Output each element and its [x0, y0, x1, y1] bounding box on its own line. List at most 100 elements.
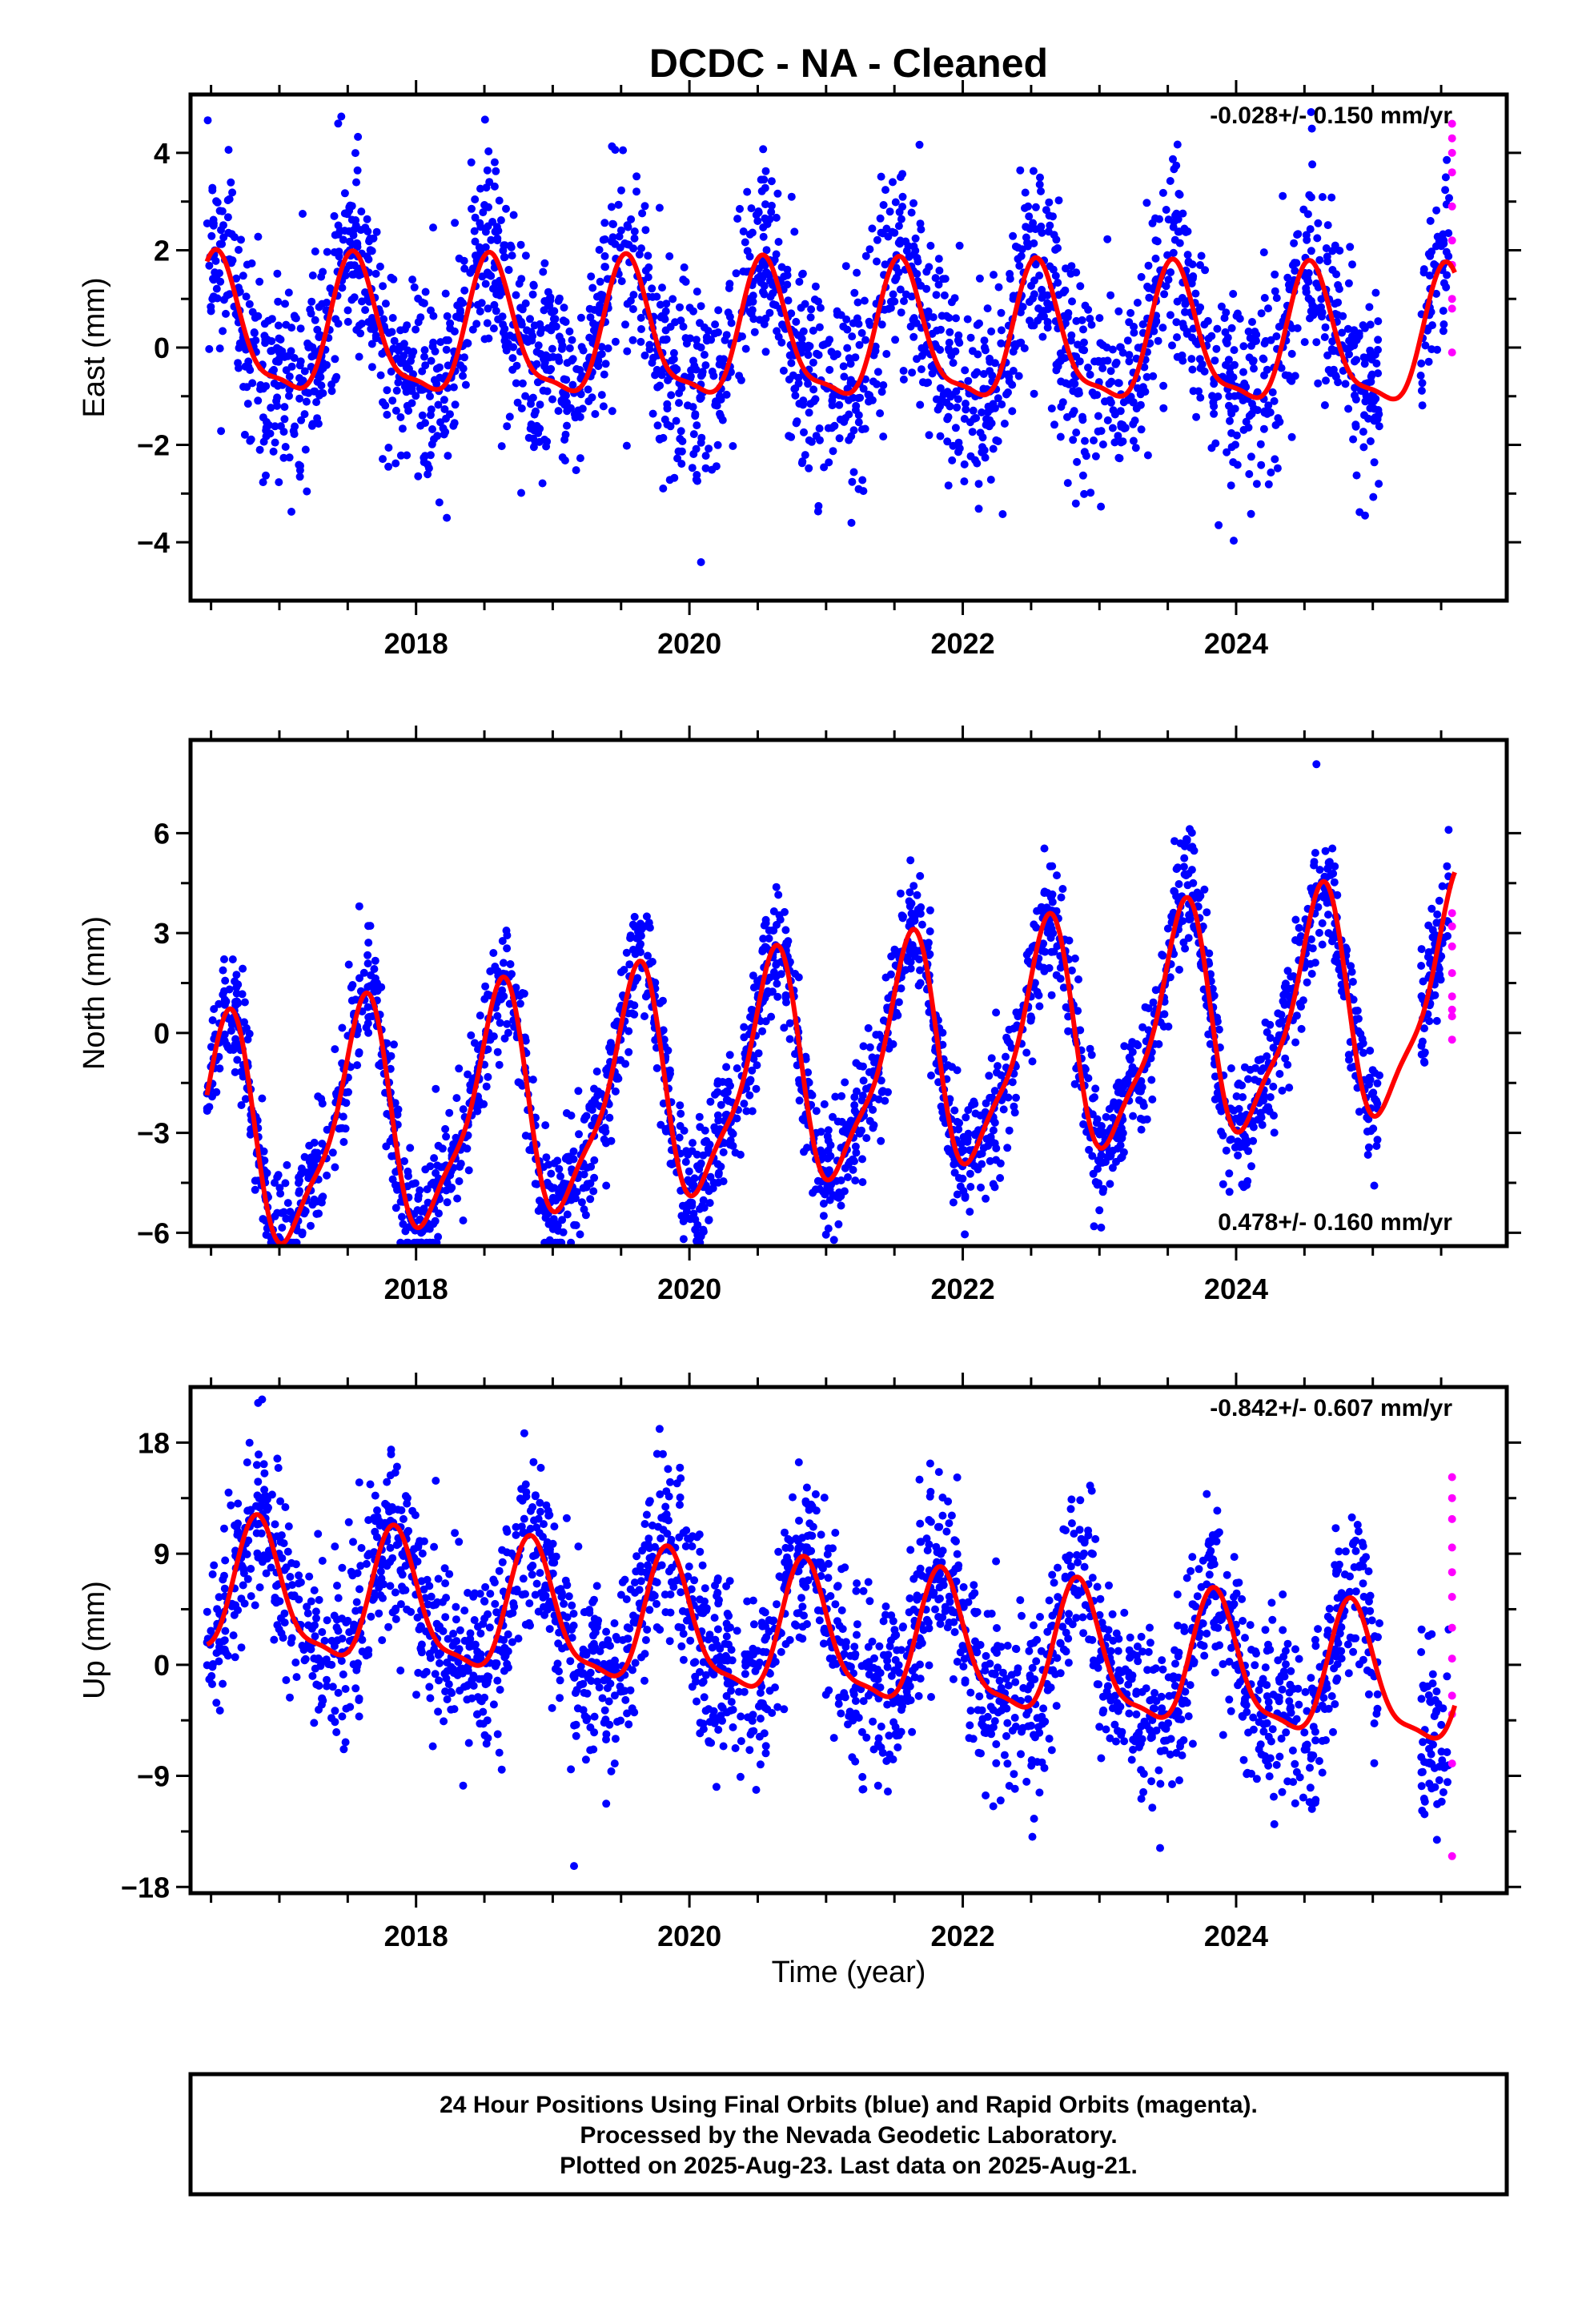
final-point [1181, 308, 1189, 316]
final-point [347, 996, 356, 1005]
final-point [262, 471, 270, 480]
final-point [989, 444, 998, 453]
final-point [590, 1084, 598, 1093]
final-point [281, 443, 290, 451]
final-point [949, 1198, 958, 1207]
final-point [1437, 952, 1446, 961]
final-point [1063, 313, 1072, 321]
final-point [554, 296, 563, 305]
final-point [1151, 214, 1159, 223]
final-point [966, 1169, 974, 1178]
final-point [1428, 933, 1437, 942]
final-point [1182, 328, 1191, 336]
final-point [280, 352, 289, 361]
final-point [608, 407, 616, 416]
final-point [240, 998, 249, 1007]
final-point [215, 999, 223, 1008]
final-point [785, 1035, 794, 1043]
final-point [716, 355, 725, 364]
final-point [297, 416, 306, 424]
final-point [691, 410, 700, 419]
y-tick-label: −2 [137, 429, 170, 462]
final-point [1203, 908, 1211, 917]
final-point [364, 255, 373, 263]
final-point [568, 380, 577, 389]
final-point [752, 1084, 761, 1093]
final-point [1315, 255, 1324, 264]
final-point [706, 1097, 715, 1106]
final-point [384, 328, 393, 337]
final-point [839, 322, 848, 331]
final-point [1320, 401, 1329, 409]
final-point [881, 260, 889, 269]
final-point [243, 1035, 252, 1043]
final-point [1138, 1023, 1147, 1031]
final-point [460, 264, 469, 273]
final-point [451, 219, 460, 227]
final-point [1290, 259, 1299, 267]
final-point [1069, 436, 1078, 444]
final-point [548, 344, 556, 353]
final-point [484, 990, 492, 999]
final-point [1234, 1151, 1243, 1160]
final-point [490, 158, 499, 167]
final-point [1318, 940, 1327, 949]
final-point [420, 352, 428, 361]
final-point [299, 376, 307, 385]
final-point [1432, 206, 1441, 215]
final-point [726, 1081, 734, 1090]
final-point [1359, 443, 1368, 452]
final-point [767, 177, 776, 186]
final-point [1371, 288, 1380, 297]
final-point [539, 267, 548, 276]
final-point [1334, 378, 1343, 387]
final-point [720, 1089, 729, 1098]
final-point [406, 1144, 415, 1152]
final-point [225, 195, 234, 203]
final-point [849, 468, 858, 476]
final-point [1426, 216, 1435, 225]
final-point [1225, 1188, 1234, 1196]
final-point [693, 341, 701, 350]
final-point [258, 1094, 267, 1103]
final-point [761, 348, 770, 356]
final-point [765, 308, 774, 317]
final-point [748, 1066, 757, 1075]
final-point [804, 1068, 813, 1077]
final-point [926, 927, 934, 935]
final-point [1101, 1158, 1110, 1166]
final-point [443, 312, 452, 320]
final-point [773, 979, 781, 988]
final-point [1056, 356, 1065, 365]
final-point [480, 115, 489, 124]
final-point [279, 453, 288, 462]
final-point [781, 907, 789, 916]
final-point [1354, 1015, 1363, 1023]
final-point [1223, 448, 1231, 456]
final-point [953, 1190, 962, 1199]
final-point [399, 1220, 408, 1228]
final-point [1123, 336, 1132, 345]
final-point [859, 487, 868, 496]
rapid-point [1447, 148, 1456, 157]
final-point [262, 382, 271, 391]
final-point [1006, 275, 1014, 283]
final-point [470, 227, 479, 235]
final-point [276, 422, 285, 431]
final-point [1087, 320, 1096, 329]
final-point [398, 1212, 406, 1221]
final-point [677, 460, 686, 468]
final-point [584, 385, 592, 394]
final-point [243, 260, 251, 269]
final-point [798, 457, 807, 466]
final-point [777, 263, 786, 271]
final-point [1174, 190, 1183, 198]
final-point [386, 1064, 395, 1073]
final-point [972, 414, 981, 422]
final-point [1363, 1151, 1372, 1159]
final-point [1114, 1088, 1122, 1096]
final-point [1370, 404, 1379, 413]
final-point [484, 1045, 492, 1054]
final-point [850, 1157, 858, 1165]
final-point [905, 918, 914, 927]
